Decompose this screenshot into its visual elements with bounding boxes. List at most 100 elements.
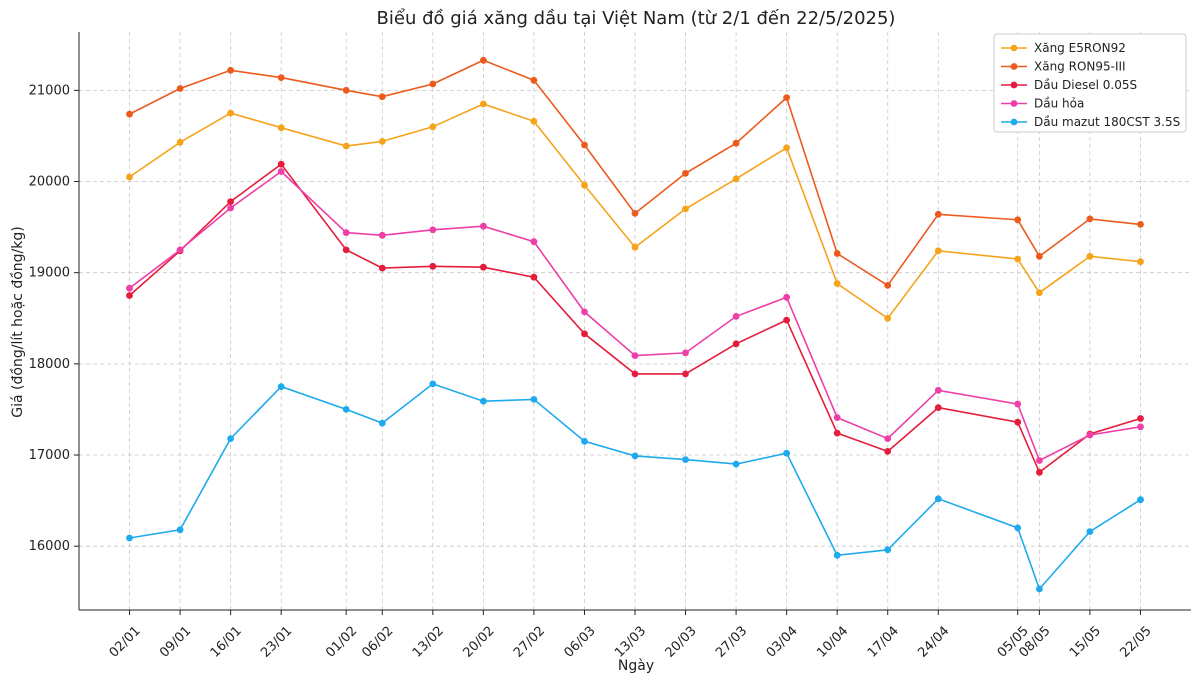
data-point [227,204,235,212]
y-tick-label: 19000 [29,266,70,281]
x-tick-label: 22/05 [1118,624,1155,661]
data-point [833,414,841,421]
x-tick-label: 20/02 [460,624,497,661]
data-point [833,250,841,257]
data-point [378,264,386,272]
legend-label: Xăng E5RON92 [1034,41,1126,55]
legend-label: Dầu Diesel 0.05S [1034,78,1137,92]
data-point [530,273,538,281]
data-point [429,262,437,270]
data-point [1036,457,1043,464]
data-point [480,263,487,271]
data-point [1014,524,1022,532]
data-point [732,340,740,348]
x-tick-label: 24/04 [915,624,952,661]
data-point [480,222,487,230]
data-point [480,100,487,108]
legend-swatch-marker [1010,63,1018,70]
x-tick-label: 09/01 [157,624,194,661]
data-point [378,138,386,145]
data-point [783,144,790,152]
data-point [1086,215,1094,223]
data-point [530,396,538,403]
data-point [833,551,841,559]
data-point [631,352,639,359]
y-axis-ticks: 16000 17000 18000 19000 20000 21000 [29,83,79,554]
data-point [934,495,942,503]
x-axis-ticks: 02/01 09/01 16/01 23/01 01/02 06/02 13/02 20/02… [107,610,1155,661]
data-point [581,330,588,338]
data-point [1036,585,1043,593]
data-point [176,85,184,92]
legend-entry: Dầu mazut 180CST 3.5S [1001,115,1180,129]
data-point [429,123,437,131]
data-point [732,139,740,147]
data-point [342,86,350,94]
data-point [277,74,285,81]
x-tick-label: 10/04 [814,624,851,661]
data-point [227,435,235,442]
data-point [1014,255,1022,263]
legend-label: Dầu mazut 180CST 3.5S [1034,115,1180,129]
x-tick-label: 13/03 [612,624,649,661]
x-tick-label: 20/03 [663,624,700,661]
data-point [342,246,350,254]
data-point [631,452,639,460]
y-axis-label: Giá (đồng/lít hoặc đồng/kg) [9,226,26,417]
data-point [783,293,790,301]
data-point [783,316,790,324]
data-point [277,160,285,168]
data-point [277,124,285,132]
data-point [1036,289,1043,297]
data-point [1036,252,1043,260]
chart-title: Biểu đồ giá xăng dầu tại Việt Nam (từ 2/… [377,8,896,29]
data-point [682,349,689,357]
data-point [1086,252,1094,260]
x-axis-label: Ngày [618,658,654,674]
data-point [884,448,892,455]
data-point [1014,400,1022,408]
series-5 [126,380,1144,593]
data-point [480,56,487,64]
legend-swatch-marker [1010,100,1018,107]
legend-entry: Dầu Diesel 0.05S [1001,78,1137,92]
data-point [833,280,841,287]
data-point [126,110,133,118]
legend-entry: Xăng RON95-III [1001,60,1126,74]
legend-label: Dầu hỏa [1034,97,1084,111]
data-point [631,210,639,217]
x-tick-label: 03/04 [764,624,801,661]
series-1 [126,100,1144,322]
data-point [631,370,639,378]
data-point [934,404,942,411]
x-tick-label: 15/05 [1067,624,1104,661]
x-tick-label: 27/02 [511,624,548,661]
x-tick-label: 17/04 [865,624,902,661]
x-tick-label: 16/01 [208,624,245,661]
data-point [1086,528,1094,535]
data-point [126,534,133,542]
data-point [934,247,942,255]
data-point [682,456,689,463]
data-point [1137,258,1144,266]
legend-swatch-marker [1010,44,1018,52]
data-point [480,397,487,405]
data-point [1014,216,1022,224]
data-point [378,231,386,239]
x-tick-label: 01/02 [323,624,360,661]
data-point [176,246,184,254]
data-point [1137,415,1144,422]
data-point [934,386,942,394]
x-tick-label: 23/01 [258,624,295,661]
data-point [227,198,235,206]
data-point [1137,496,1144,504]
series-2 [126,56,1144,289]
data-point [1014,418,1022,426]
series-group [126,56,1144,593]
data-point [530,117,538,125]
data-point [884,282,892,289]
data-point [378,93,386,101]
data-point [342,142,350,150]
legend-swatch-marker [1010,81,1018,89]
